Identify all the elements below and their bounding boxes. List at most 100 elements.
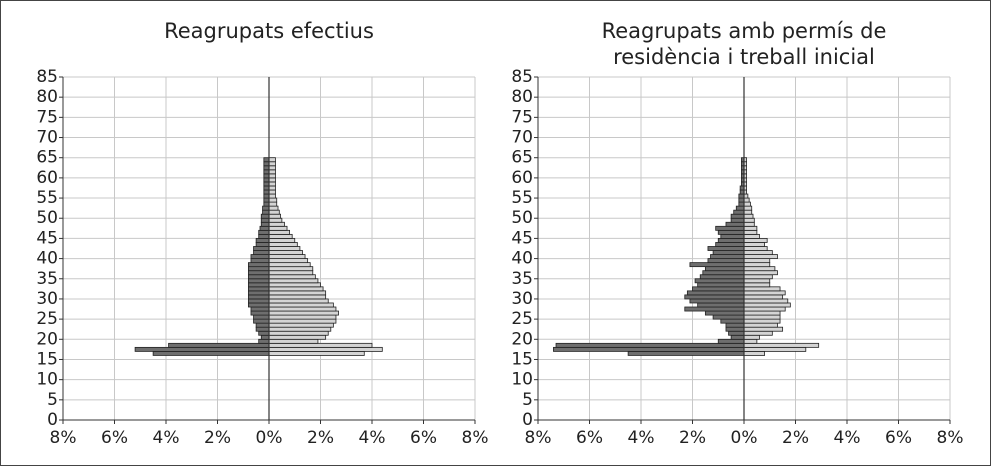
x-tick-label: 4%	[834, 428, 861, 448]
bar	[250, 258, 270, 264]
bar	[738, 197, 745, 203]
bar	[720, 233, 745, 239]
bar	[268, 197, 278, 203]
y-tick-label: 75	[511, 107, 533, 127]
x-tick-label: 2%	[307, 428, 334, 448]
bar	[152, 350, 270, 356]
y-tick-label: 45	[511, 228, 533, 248]
bar	[268, 338, 319, 344]
bar	[134, 346, 270, 352]
bar	[255, 322, 270, 328]
bar	[268, 302, 334, 308]
bar	[268, 193, 276, 199]
bar	[692, 286, 745, 292]
y-tick-label: 45	[36, 228, 58, 248]
bar	[743, 282, 771, 288]
bar	[247, 290, 270, 296]
y-tick-label: 20	[36, 329, 58, 349]
bar	[743, 246, 768, 251]
bar	[743, 338, 758, 344]
bar	[255, 242, 270, 247]
bar	[743, 258, 771, 264]
x-tick-label: 4%	[153, 428, 180, 448]
y-tick-label: 25	[36, 309, 58, 329]
bar	[743, 298, 789, 304]
bar	[730, 334, 745, 340]
bar	[258, 330, 270, 336]
bar	[707, 246, 745, 251]
bar	[743, 250, 773, 255]
bar	[268, 181, 276, 187]
y-tick-label: 10	[511, 370, 533, 390]
bar	[743, 270, 778, 276]
bar	[260, 334, 270, 340]
bar	[247, 278, 270, 284]
bar	[704, 310, 745, 316]
bar	[743, 209, 753, 215]
bar	[268, 161, 276, 167]
bar	[253, 246, 270, 251]
y-tick-label: 10	[36, 370, 58, 390]
bar	[268, 169, 276, 175]
bar	[694, 278, 745, 284]
bar	[715, 242, 745, 247]
y-tick-label: 85	[511, 67, 533, 87]
bar	[743, 233, 760, 239]
y-tick-label: 65	[36, 148, 58, 168]
bar	[268, 342, 373, 348]
bar	[263, 169, 270, 175]
y-tick-label: 35	[511, 269, 533, 289]
bar	[268, 266, 314, 272]
x-tick-label: 6%	[101, 428, 128, 448]
bar	[743, 326, 784, 332]
bar	[743, 318, 781, 324]
bar	[268, 290, 327, 296]
bar	[263, 173, 270, 179]
x-tick-label: 6%	[885, 428, 912, 448]
bar	[712, 314, 745, 320]
bar	[707, 258, 745, 264]
bar	[268, 314, 337, 320]
bar	[268, 157, 276, 163]
bar	[268, 209, 280, 215]
bar	[743, 225, 758, 231]
bar	[268, 225, 288, 231]
bar	[247, 294, 270, 300]
bar	[743, 334, 760, 340]
bar	[743, 201, 751, 207]
x-tick-label: 2%	[679, 428, 706, 448]
bar	[268, 278, 319, 284]
bar	[268, 238, 296, 243]
y-tick-label: 30	[36, 289, 58, 309]
bar	[743, 254, 778, 259]
bar	[268, 326, 332, 332]
y-tick-label: 80	[36, 87, 58, 107]
bar	[260, 213, 270, 219]
bar	[684, 306, 745, 312]
bar	[258, 233, 270, 239]
bar	[743, 306, 786, 312]
bar	[697, 302, 745, 308]
bar	[268, 274, 316, 280]
bar	[268, 350, 365, 356]
bar	[268, 286, 324, 292]
bar	[263, 185, 270, 191]
bar	[743, 294, 784, 300]
y-tick-label: 15	[36, 349, 58, 369]
bar	[730, 217, 745, 223]
bar	[268, 330, 329, 336]
x-tick-label: 4%	[628, 428, 655, 448]
bar	[268, 250, 303, 255]
y-tick-label: 50	[511, 208, 533, 228]
y-tick-label: 30	[511, 289, 533, 309]
y-tick-label: 40	[511, 249, 533, 269]
x-tick-label: 8%	[525, 428, 552, 448]
bar	[743, 286, 781, 292]
bar	[733, 209, 745, 215]
bar	[259, 225, 270, 231]
bar	[247, 298, 270, 304]
bar	[743, 262, 771, 268]
bar	[730, 213, 745, 219]
y-tick-label: 15	[511, 349, 533, 369]
